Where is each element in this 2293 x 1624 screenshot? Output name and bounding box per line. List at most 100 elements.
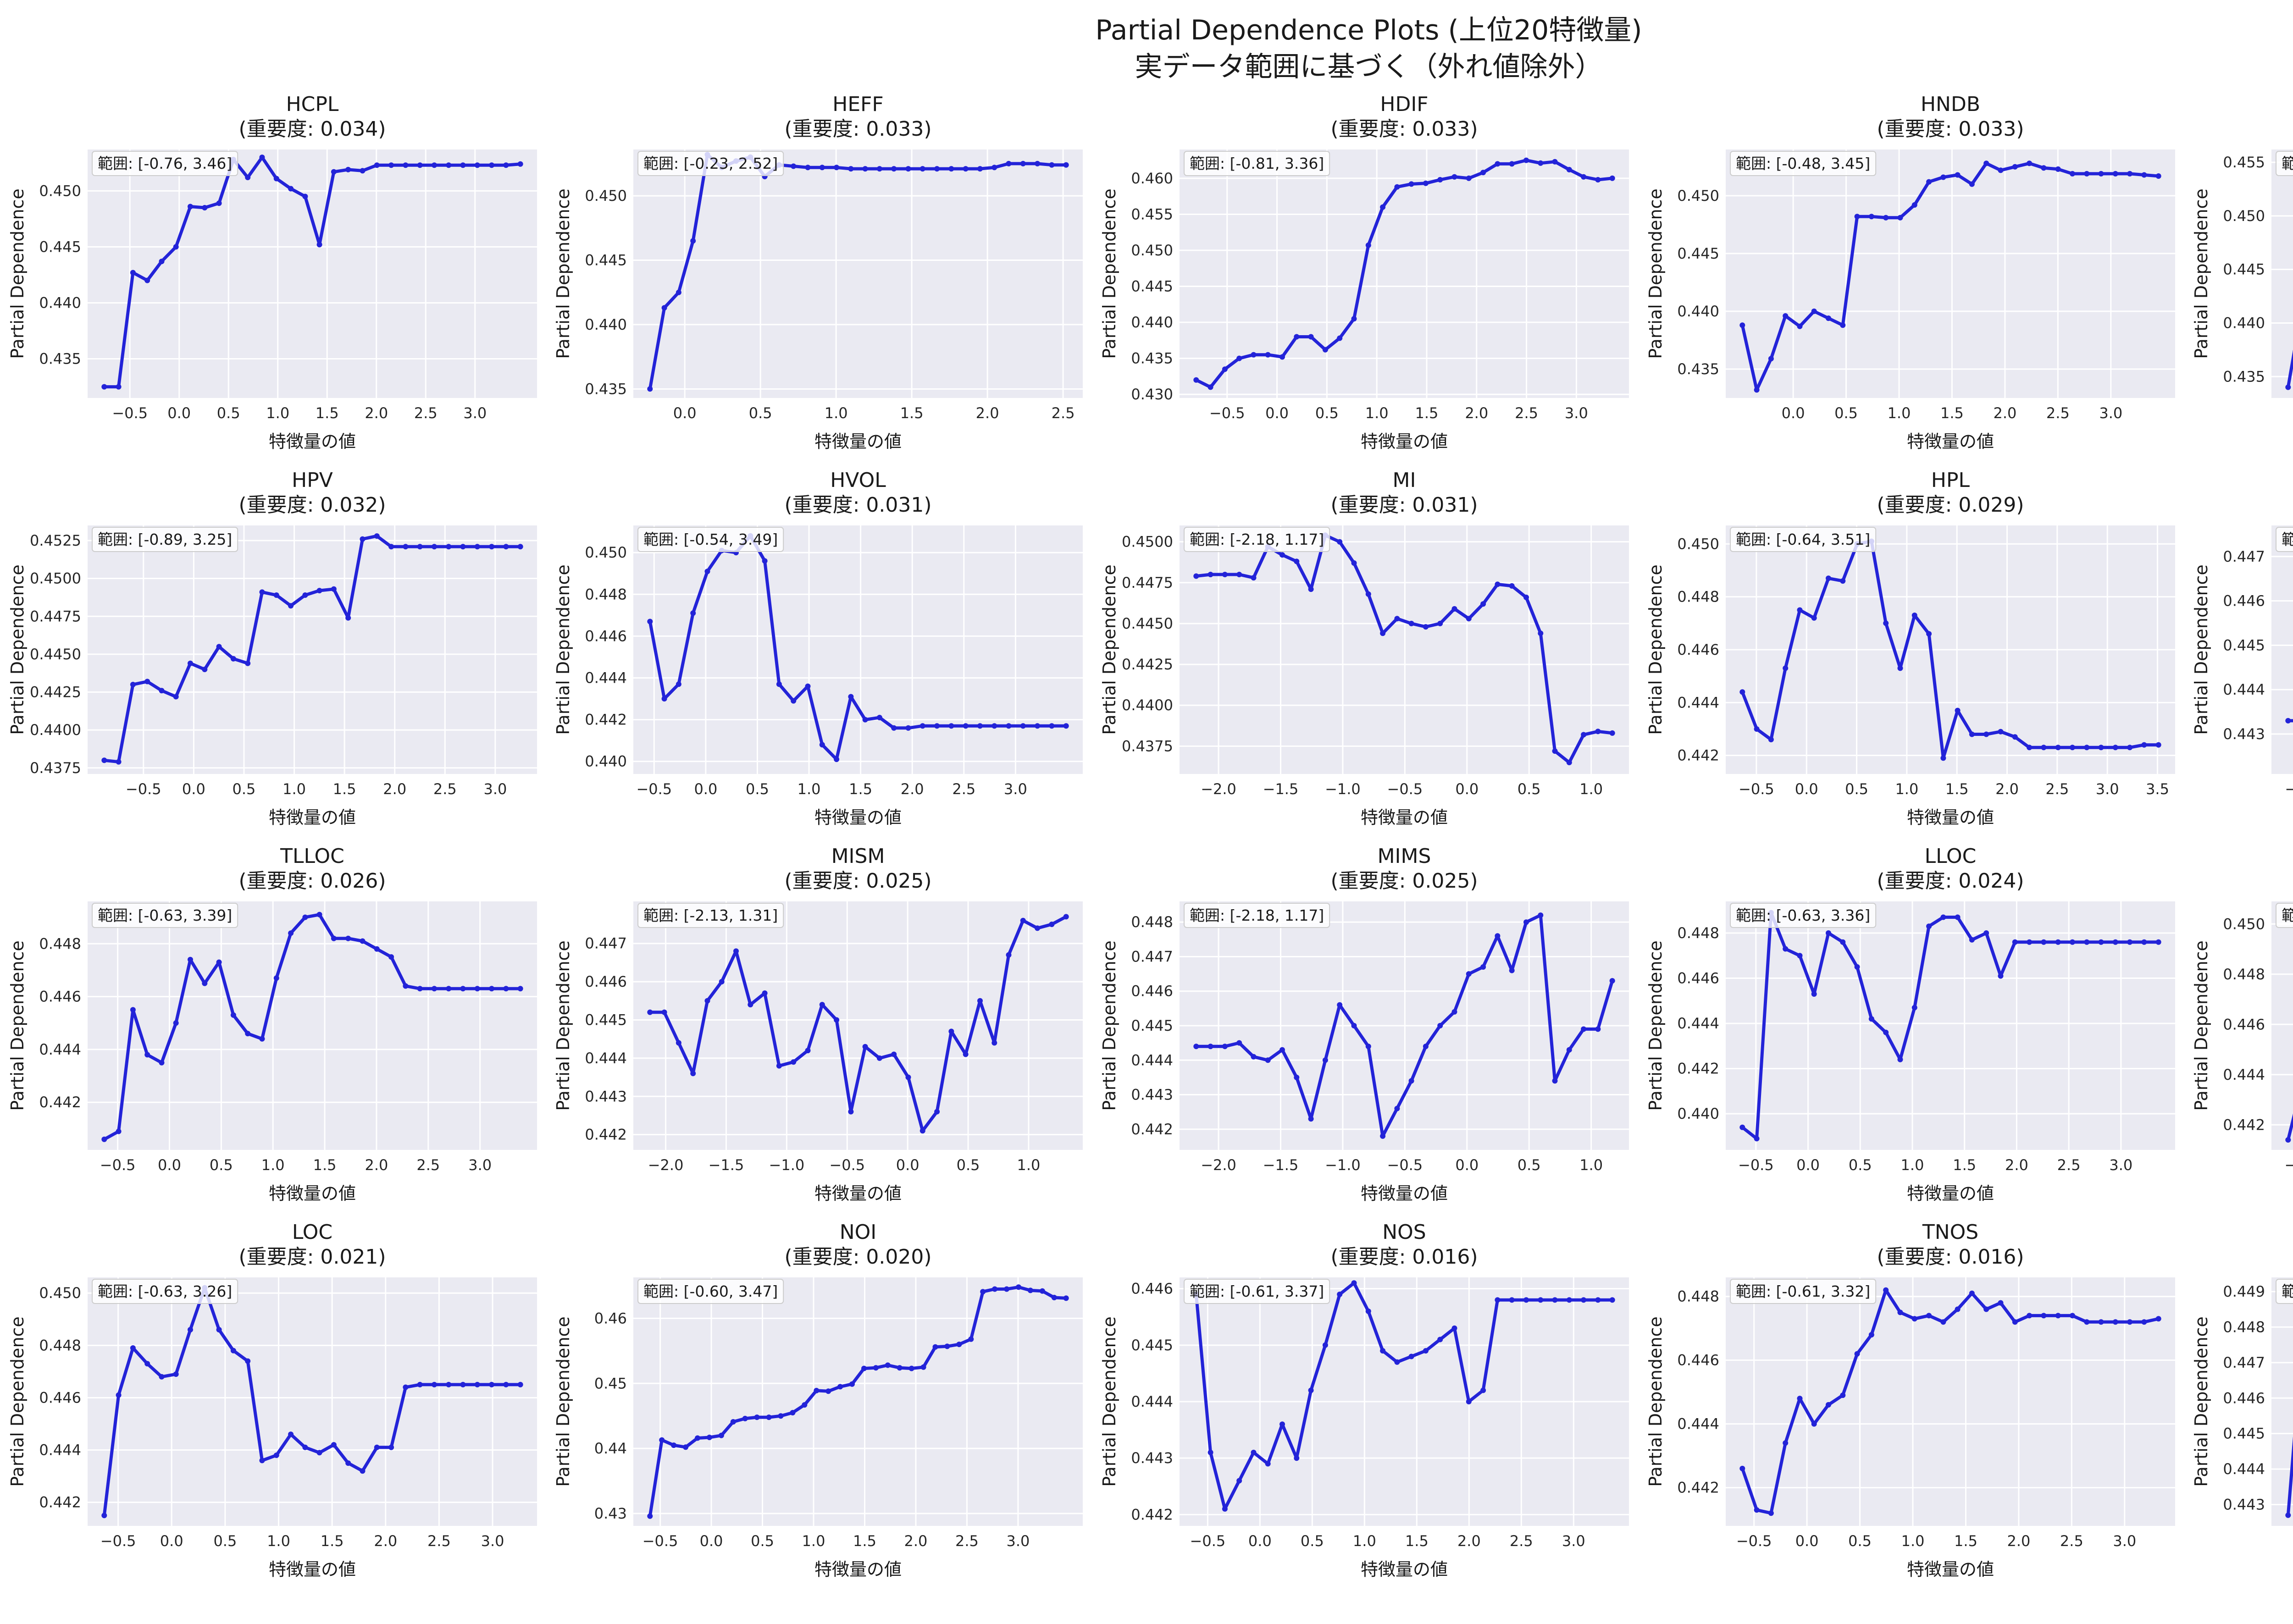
pdp-marker: [1265, 1057, 1271, 1063]
range-annotation-box: [1729, 1279, 1876, 1304]
pdp-marker: [1063, 1295, 1069, 1301]
pdp-marker: [417, 986, 423, 992]
pdp-marker: [1566, 167, 1572, 172]
pdp-marker: [417, 162, 423, 168]
plot-title: HPV: [292, 469, 333, 492]
pdp-marker: [1322, 1342, 1328, 1348]
pdp-marker: [187, 204, 193, 210]
x-tick-label: 1.0: [266, 404, 289, 422]
pdp-marker: [2285, 1512, 2291, 1518]
pdp-marker: [848, 694, 854, 700]
pdp-marker: [704, 569, 710, 574]
x-tick-label: −0.5: [1736, 1532, 1772, 1550]
pdp-marker: [1868, 1332, 1874, 1338]
pdp-marker: [820, 742, 825, 748]
y-tick-label: 0.448: [1131, 913, 1173, 931]
x-tick-label: −1.5: [1263, 1156, 1299, 1174]
pdp-marker: [101, 757, 107, 763]
range-annotation: 範囲: [-2.12, 1.30]: [2282, 530, 2293, 548]
pdp-marker: [101, 1136, 107, 1142]
y-axis-label: Partial Dependence: [1102, 940, 1119, 1111]
pdp-marker: [1020, 723, 1026, 729]
pdp-marker: [1911, 613, 1917, 618]
plot-area: [633, 525, 1083, 774]
pdp-marker: [1538, 912, 1544, 918]
x-axis-label: 特徴量の値: [814, 1559, 902, 1580]
pdp-marker: [1063, 723, 1069, 729]
pdp-marker: [1552, 1297, 1558, 1303]
pdp-marker: [948, 723, 954, 729]
pdp-marker: [834, 757, 840, 762]
y-tick-label: 0.4450: [1122, 615, 1173, 632]
pdp-marker: [963, 166, 969, 172]
x-tick-label: 3.0: [483, 780, 507, 798]
pdp-marker: [388, 954, 394, 960]
pdp-marker: [1251, 1449, 1257, 1455]
pdp-marker: [1940, 914, 1946, 920]
pdp-marker: [1782, 1440, 1788, 1446]
plot-importance-label: (重要度: 0.033): [1330, 117, 1478, 141]
pdp-marker: [1782, 313, 1788, 319]
plot-importance-label: (重要度: 0.016): [1330, 1245, 1478, 1269]
pdp-marker: [130, 1345, 136, 1351]
x-axis-label: 特徴量の値: [1907, 1183, 1994, 1204]
pdp-marker: [1754, 726, 1760, 732]
x-tick-label: 2.0: [365, 404, 388, 422]
pdp-marker: [2098, 1319, 2104, 1325]
pdp-marker: [742, 1415, 748, 1421]
pdp-marker: [1768, 356, 1774, 362]
pdp-marker: [488, 544, 494, 550]
y-tick-label: 0.448: [1677, 1288, 1719, 1305]
subplot-lloc: LLOC (重要度: 0.024) 0.440 0.442 0.444 0.446 0.44…: [1642, 842, 2188, 1218]
pdp-marker: [885, 1362, 891, 1368]
pdp-marker: [1423, 1044, 1429, 1050]
plot-area: [87, 901, 537, 1150]
pdp-marker: [474, 986, 480, 992]
pdp-marker: [977, 166, 983, 172]
pdp-marker: [474, 544, 480, 550]
x-axis-label: 特徴量の値: [1361, 807, 1448, 828]
pdp-marker: [1337, 1002, 1343, 1008]
y-axis-label: Partial Dependence: [1102, 188, 1119, 359]
pdp-marker: [891, 1051, 897, 1057]
pdp-marker: [1423, 180, 1429, 186]
y-tick-label: 0.444: [1131, 1051, 1173, 1069]
pdp-marker: [676, 1040, 682, 1046]
pdp-marker: [891, 725, 897, 731]
pdp-marker: [1351, 560, 1357, 566]
x-tick-label: 3.0: [2095, 780, 2119, 798]
pdp-marker: [230, 1348, 236, 1353]
range-annotation-box: [1729, 151, 1876, 176]
x-tick-label: 1.5: [321, 1532, 344, 1550]
x-tick-label: 2.5: [953, 780, 976, 798]
pdp-marker: [2040, 165, 2046, 171]
plot-title: LLOC: [1924, 845, 1976, 868]
pdp-marker: [202, 667, 208, 672]
pdp-marker: [805, 165, 811, 171]
subplot-hcpl: HCPL (重要度: 0.034) 0.435 0.440 0.445 0.450 −0.5…: [4, 90, 550, 466]
pdp-marker: [503, 1381, 509, 1387]
pdp-marker: [1509, 161, 1515, 167]
pdp-marker: [331, 169, 337, 175]
pdp-marker: [1380, 1348, 1386, 1354]
x-tick-label: 2.0: [365, 1156, 388, 1174]
pdp-marker: [1466, 971, 1472, 977]
plot-importance-label: (重要度: 0.031): [785, 493, 932, 517]
pdp-marker: [1408, 1078, 1414, 1084]
x-tick-label: 3.5: [2146, 780, 2169, 798]
pdp-marker: [503, 544, 509, 550]
pdp-marker: [1480, 601, 1486, 607]
x-tick-label: −1.5: [709, 1156, 744, 1174]
pdp-marker: [2069, 939, 2075, 945]
pdp-marker: [948, 1028, 954, 1034]
pdp-marker: [1480, 170, 1486, 176]
y-tick-label: 0.446: [1677, 641, 1719, 658]
pdp-marker: [1566, 760, 1572, 765]
subplot-canvas-lloc: LLOC(重要度: 0.024) 0.440 0.442 0.444 0.446 0.44…: [1648, 845, 2175, 1204]
x-tick-label: 2.0: [383, 780, 406, 798]
range-annotation: 範囲: [-0.48, 3.45]: [1736, 155, 1870, 172]
y-tick-label: 0.435: [1131, 350, 1173, 367]
pdp-marker: [1581, 732, 1587, 738]
pdp-marker: [1811, 1421, 1817, 1427]
pdp-marker: [488, 1381, 494, 1387]
